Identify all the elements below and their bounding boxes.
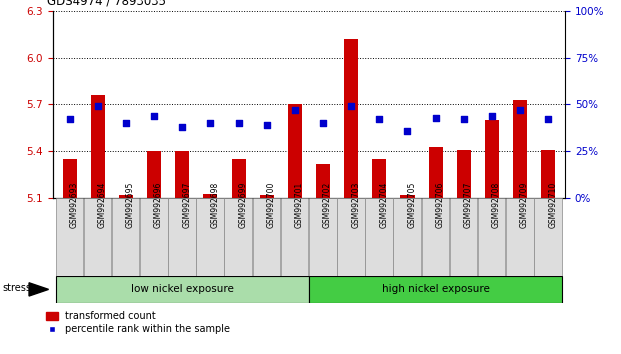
Bar xyxy=(260,195,274,198)
Text: GSM992700: GSM992700 xyxy=(267,181,276,228)
Bar xyxy=(428,147,443,198)
FancyBboxPatch shape xyxy=(140,198,168,276)
FancyBboxPatch shape xyxy=(168,198,196,276)
Text: GSM992698: GSM992698 xyxy=(211,181,219,228)
Legend: transformed count, percentile rank within the sample: transformed count, percentile rank withi… xyxy=(42,308,234,338)
Point xyxy=(121,120,131,126)
FancyBboxPatch shape xyxy=(225,198,252,276)
Point xyxy=(206,120,215,126)
Bar xyxy=(316,164,330,198)
Text: GSM992704: GSM992704 xyxy=(379,181,388,228)
Point xyxy=(262,122,272,128)
FancyBboxPatch shape xyxy=(112,198,140,276)
Bar xyxy=(63,159,77,198)
Bar xyxy=(541,150,555,198)
Text: GSM992701: GSM992701 xyxy=(295,181,304,228)
Text: GSM992693: GSM992693 xyxy=(70,181,79,228)
Text: GSM992710: GSM992710 xyxy=(548,181,557,228)
FancyBboxPatch shape xyxy=(84,198,111,276)
Point xyxy=(515,107,525,113)
Bar xyxy=(485,120,499,198)
Point xyxy=(402,128,412,133)
Bar xyxy=(56,276,309,303)
FancyBboxPatch shape xyxy=(393,198,421,276)
Text: stress: stress xyxy=(2,283,32,293)
Text: GSM992706: GSM992706 xyxy=(435,181,445,228)
FancyBboxPatch shape xyxy=(422,198,449,276)
Point xyxy=(233,120,243,126)
FancyBboxPatch shape xyxy=(196,198,224,276)
Bar xyxy=(513,100,527,198)
FancyBboxPatch shape xyxy=(365,198,393,276)
FancyBboxPatch shape xyxy=(56,198,83,276)
FancyBboxPatch shape xyxy=(337,198,365,276)
Polygon shape xyxy=(29,283,48,296)
Bar xyxy=(344,39,358,198)
Bar xyxy=(309,276,562,303)
Text: GSM992697: GSM992697 xyxy=(183,181,191,228)
Point xyxy=(430,115,440,120)
Point xyxy=(346,103,356,109)
Text: GSM992702: GSM992702 xyxy=(323,181,332,228)
Text: GSM992699: GSM992699 xyxy=(238,181,248,228)
Point xyxy=(459,116,469,122)
FancyBboxPatch shape xyxy=(281,198,309,276)
Bar xyxy=(204,194,217,198)
Bar xyxy=(372,159,386,198)
Bar xyxy=(147,151,161,198)
Text: GSM992703: GSM992703 xyxy=(351,181,360,228)
Bar xyxy=(232,159,246,198)
Text: GSM992695: GSM992695 xyxy=(126,181,135,228)
Point xyxy=(178,124,188,130)
Point xyxy=(93,103,103,109)
Bar xyxy=(91,95,105,198)
Point xyxy=(149,113,159,119)
FancyBboxPatch shape xyxy=(450,198,478,276)
Text: GSM992694: GSM992694 xyxy=(98,181,107,228)
Text: GSM992705: GSM992705 xyxy=(407,181,417,228)
Point xyxy=(290,107,300,113)
FancyBboxPatch shape xyxy=(534,198,562,276)
Point xyxy=(487,113,497,119)
Point xyxy=(543,116,553,122)
Bar xyxy=(456,150,471,198)
Point xyxy=(65,116,75,122)
Text: GSM992696: GSM992696 xyxy=(154,181,163,228)
Text: GSM992707: GSM992707 xyxy=(464,181,473,228)
FancyBboxPatch shape xyxy=(506,198,533,276)
Bar xyxy=(175,151,189,198)
FancyBboxPatch shape xyxy=(478,198,505,276)
Bar xyxy=(119,195,133,198)
Text: GSM992709: GSM992709 xyxy=(520,181,529,228)
Bar xyxy=(288,104,302,198)
Text: low nickel exposure: low nickel exposure xyxy=(131,284,233,295)
Text: GSM992708: GSM992708 xyxy=(492,181,501,228)
Point xyxy=(374,116,384,122)
FancyBboxPatch shape xyxy=(309,198,337,276)
Bar xyxy=(401,195,414,198)
Text: GDS4974 / 7893035: GDS4974 / 7893035 xyxy=(47,0,166,7)
Text: high nickel exposure: high nickel exposure xyxy=(382,284,489,295)
FancyBboxPatch shape xyxy=(253,198,280,276)
Point xyxy=(318,120,328,126)
